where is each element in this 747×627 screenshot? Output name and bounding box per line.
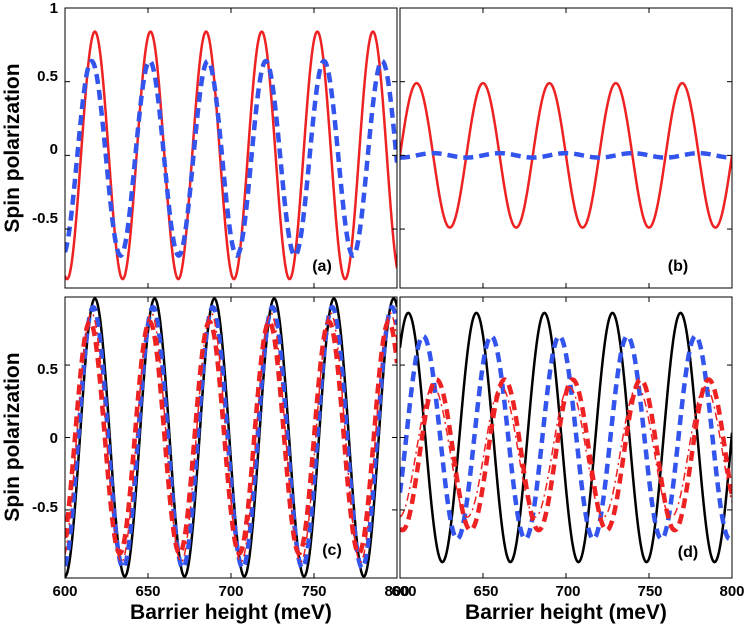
xtick-right-800: 800	[719, 583, 744, 600]
ytick-top-0: 0	[50, 141, 58, 158]
series-line-blue-dashed	[400, 150, 732, 160]
ytick-top-0.5: 0.5	[37, 68, 58, 85]
panel-d: (d)	[399, 296, 733, 579]
ylabel-top: Spin polarization	[1, 63, 24, 232]
xtick-left-650: 650	[135, 583, 160, 600]
xtick-right-600: 600	[391, 583, 416, 600]
series-line-red-dash-dot	[400, 386, 732, 518]
series-group	[65, 30, 397, 281]
series-group	[400, 311, 732, 564]
ytick-top-neg0.5: -0.5	[32, 210, 58, 227]
panel-a: (a)	[64, 7, 398, 289]
series-group	[65, 297, 397, 578]
series-line-red-dashed	[65, 319, 397, 556]
panel-tag: (b)	[668, 258, 688, 275]
series-line-blue-dashed	[65, 304, 397, 571]
panel-tag: (c)	[322, 542, 342, 559]
panel-c: (c)	[64, 296, 398, 579]
xtick-left-700: 700	[218, 583, 243, 600]
xlabel-left: Barrier height (meV)	[130, 601, 332, 624]
ytick-bottom-0.5: 0.5	[37, 361, 58, 378]
series-line-black-solid	[400, 311, 732, 564]
ytick-bottom-neg0.5: -0.5	[32, 499, 58, 516]
panels-group: (a) (b) (c) (d)	[64, 7, 733, 579]
series-line-red-dash-dot	[65, 312, 397, 563]
xtick-right-750: 750	[637, 583, 662, 600]
panel-tag: (d)	[678, 544, 698, 561]
panel-tag: (a)	[312, 258, 332, 275]
series-group	[400, 81, 732, 229]
xlabel-right: Barrier height (meV)	[465, 601, 667, 624]
series-line-blue-dashed	[400, 333, 732, 542]
xtick-right-700: 700	[555, 583, 580, 600]
series-line-blue-dashed	[65, 58, 397, 259]
xtick-left-600: 600	[52, 583, 77, 600]
xtick-left-800: 800	[384, 583, 409, 600]
ytick-bottom-0: 0	[50, 430, 58, 447]
series-line-red-solid	[65, 30, 397, 281]
xtick-right-650: 650	[473, 583, 498, 600]
ytick-top-1: 1	[50, 0, 58, 17]
ylabel-bottom: Spin polarization	[1, 352, 24, 521]
xtick-left-750: 750	[301, 583, 326, 600]
series-line-red-dashed	[400, 377, 732, 533]
panel-b: (b)	[399, 7, 733, 289]
